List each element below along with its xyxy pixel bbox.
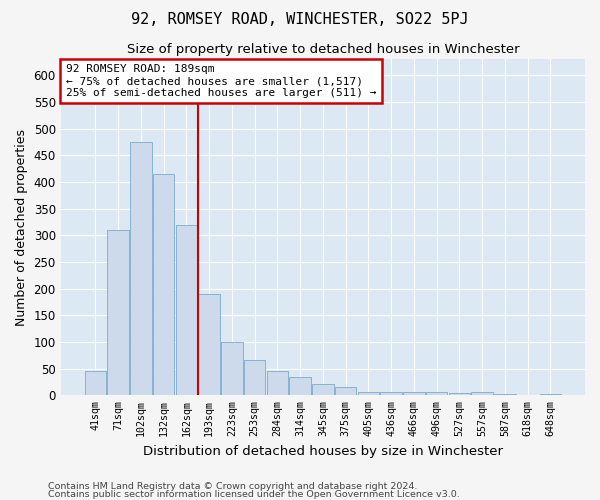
Text: Contains public sector information licensed under the Open Government Licence v3: Contains public sector information licen… (48, 490, 460, 499)
Bar (494, 394, 515, 396)
Text: 92, ROMSEY ROAD, WINCHESTER, SO22 5PJ: 92, ROMSEY ROAD, WINCHESTER, SO22 5PJ (131, 12, 469, 28)
Text: 92 ROMSEY ROAD: 189sqm
← 75% of detached houses are smaller (1,517)
25% of semi-: 92 ROMSEY ROAD: 189sqm ← 75% of detached… (66, 64, 376, 98)
Bar (176, 224, 197, 396)
Bar (380, 392, 402, 396)
Bar (403, 392, 425, 396)
Bar (335, 388, 356, 396)
Bar (312, 384, 334, 396)
Bar (471, 392, 493, 396)
Text: Contains HM Land Registry data © Crown copyright and database right 2024.: Contains HM Land Registry data © Crown c… (48, 482, 418, 491)
Bar (153, 174, 175, 396)
Bar (198, 294, 220, 396)
X-axis label: Distribution of detached houses by size in Winchester: Distribution of detached houses by size … (143, 444, 503, 458)
Bar (107, 230, 129, 396)
Bar (426, 392, 448, 396)
Bar (130, 142, 152, 396)
Bar (449, 393, 470, 396)
Bar (221, 342, 242, 396)
Title: Size of property relative to detached houses in Winchester: Size of property relative to detached ho… (127, 42, 519, 56)
Bar (289, 376, 311, 396)
Bar (244, 360, 265, 396)
Y-axis label: Number of detached properties: Number of detached properties (15, 129, 28, 326)
Bar (358, 392, 379, 396)
Bar (517, 395, 538, 396)
Bar (266, 372, 288, 396)
Bar (85, 371, 106, 396)
Bar (539, 394, 561, 396)
